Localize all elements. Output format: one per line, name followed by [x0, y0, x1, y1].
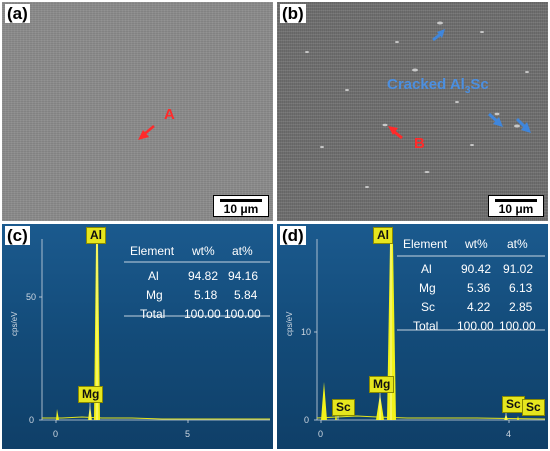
eds-spectrum-d: (d) Al Mg Sc Sc Sc cps/eV 10 0 0 4 Eleme…	[277, 224, 548, 449]
table-cell: Sc	[421, 300, 436, 314]
peak-label-al-c: Al	[86, 227, 106, 244]
eds-table-c: Element wt% at% Al 94.82 94.16 Mg 5.18 5…	[124, 236, 272, 326]
table-cell: Mg	[419, 281, 436, 295]
table-cell: 100.00	[457, 319, 494, 333]
annotation-text: Cracked Al	[387, 76, 465, 93]
eds-plot-c	[39, 239, 270, 423]
table-cell: 94.82	[188, 269, 219, 283]
scale-bar-a: 10 μm	[213, 195, 269, 217]
table-cell: 100.00	[224, 307, 261, 321]
table-cell: Total	[413, 319, 439, 333]
table-cell: 6.13	[509, 281, 533, 295]
sem-image-a: (a) A 10 μm	[2, 2, 273, 221]
table-cell: Total	[140, 307, 166, 321]
x-tick-c-0: 0	[53, 429, 59, 439]
table-cell: 94.16	[228, 269, 259, 283]
y-axis-label-d: cps/eV	[285, 311, 294, 336]
table-cell: 5.36	[467, 281, 491, 295]
table-cell: 4.22	[467, 300, 491, 314]
table-cell: 5.84	[234, 288, 258, 302]
table-header: at%	[507, 237, 528, 251]
x-tick-d-0: 0	[318, 429, 324, 439]
marker-label-b: B	[414, 135, 425, 152]
y-tick-d-10: 10	[301, 327, 312, 337]
table-cell: Al	[421, 262, 432, 276]
table-header: at%	[232, 244, 253, 258]
table-cell: 100.00	[184, 307, 221, 321]
y-tick-c-0: 0	[29, 415, 35, 425]
table-cell: 2.85	[509, 300, 533, 314]
table-cell: 90.42	[461, 262, 492, 276]
peak-label-mg-d: Mg	[369, 376, 395, 393]
eds-spectrum-c: (c) Al Mg cps/eV 50 0 0 5 Element wt% at…	[2, 224, 273, 449]
table-cell: 91.02	[503, 262, 534, 276]
annotation-tail: Sc	[470, 76, 489, 93]
table-cell: Al	[148, 269, 159, 283]
table-cell: Mg	[146, 288, 163, 302]
sem-image-b: (b) Cracked Al3Sc B 10 μm	[277, 2, 548, 221]
scale-bar-b: 10 μm	[488, 195, 544, 217]
marker-label-a: A	[164, 106, 175, 123]
y-tick-c-50: 50	[26, 292, 37, 302]
y-axis-label-c: cps/eV	[10, 311, 19, 336]
table-header: wt%	[192, 244, 215, 258]
y-tick-d-0: 0	[304, 415, 310, 425]
eds-table-d: Element wt% at% Al 90.42 91.02 Mg 5.36 6…	[397, 230, 547, 338]
table-header: Element	[403, 237, 448, 251]
peak-label-mg-c: Mg	[78, 386, 104, 403]
blue-arrow-icon	[487, 112, 503, 127]
scale-bar-text-b: 10 μm	[498, 202, 534, 216]
table-header: wt%	[465, 237, 488, 251]
precipitates-overlay	[305, 21, 531, 188]
red-arrow-icon	[388, 126, 403, 140]
x-tick-d-4: 4	[506, 429, 512, 439]
arrow-a-overlay	[138, 125, 155, 140]
table-cell: 5.18	[194, 288, 218, 302]
panel-label-b: (b)	[280, 4, 306, 23]
scale-bar-text-a: 10 μm	[223, 202, 259, 216]
panel-label-c: (c)	[5, 226, 30, 245]
table-cell: 100.00	[499, 319, 536, 333]
cracked-al3sc-label: Cracked Al3Sc	[387, 76, 489, 96]
annotation-sub: 3	[464, 85, 471, 96]
peak-label-sc-d: Sc	[332, 399, 355, 416]
peak-label-al-d: Al	[373, 227, 393, 244]
table-header: Element	[130, 244, 175, 258]
blue-arrow-icon	[432, 29, 445, 42]
blue-arrow-icon	[515, 117, 531, 133]
panel-label-a: (a)	[5, 4, 30, 23]
peak-label-sc-d: Sc	[522, 399, 545, 416]
x-tick-c-5: 5	[185, 429, 191, 439]
panel-label-d: (d)	[280, 226, 306, 245]
red-arrow-icon	[138, 125, 155, 140]
